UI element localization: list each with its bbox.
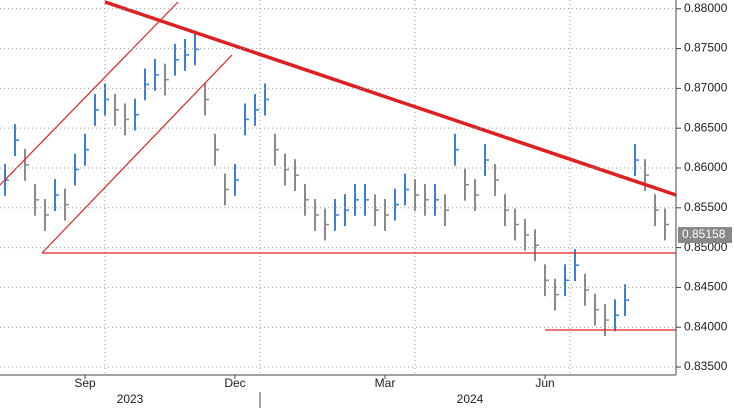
last-price-label: 0.85158 [682, 227, 726, 241]
year-label: 2023 [117, 392, 144, 406]
y-tick-label: 0.88000 [684, 1, 728, 15]
vertical-grid [104, 0, 571, 375]
y-tick-label: 0.87000 [684, 81, 728, 95]
y-tick-label: 0.83500 [684, 359, 728, 373]
y-tick-label: 0.84000 [684, 319, 728, 333]
x-tick-label: Sep [74, 376, 96, 390]
y-tick-label: 0.86500 [684, 120, 728, 134]
y-tick-label: 0.85500 [684, 200, 728, 214]
y-tick-label: 0.87500 [684, 41, 728, 55]
trend-line [104, 0, 677, 197]
x-tick-label: Dec [224, 376, 245, 390]
marks [4, 33, 669, 336]
channel-line [41, 54, 233, 254]
channel-line [0, 1, 179, 186]
y-tick-label: 0.86000 [684, 160, 728, 174]
trend-lines [0, 0, 677, 331]
x-tick-label: Jun [535, 376, 554, 390]
year-label: 2024 [457, 392, 484, 406]
x-tick-label: Mar [375, 376, 396, 390]
y-tick-label: 0.85000 [684, 240, 728, 254]
last-price-box [678, 227, 732, 244]
y-tick-label: 0.84500 [684, 280, 728, 294]
